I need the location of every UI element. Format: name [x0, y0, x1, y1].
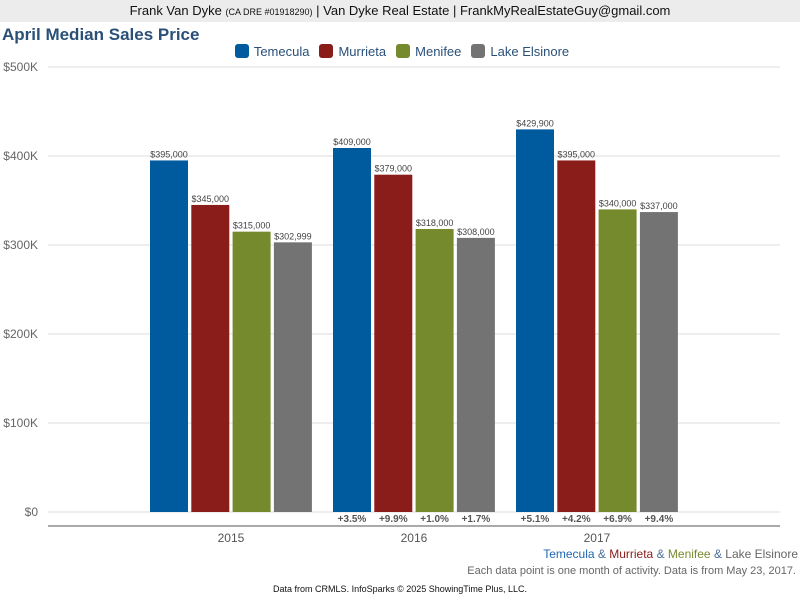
bar-murrieta-2015[interactable]: [191, 204, 230, 512]
data-label: $315,000: [233, 221, 271, 231]
bar-lake-elsinore-2016[interactable]: [456, 237, 495, 512]
legend-item-murrieta[interactable]: Murrieta: [319, 44, 386, 59]
subtitle-lake-elsinore: Lake Elsinore: [725, 547, 798, 561]
y-tick-label: $300K: [3, 238, 38, 252]
bar-temecula-2016[interactable]: [333, 147, 371, 513]
subtitle-sep: &: [594, 547, 610, 561]
y-tick-label: $0: [25, 505, 39, 519]
data-label: $429,900: [516, 118, 554, 128]
data-note: Each data point is one month of activity…: [467, 565, 796, 577]
data-label: $395,000: [150, 149, 188, 159]
company-info: | Van Dyke Real Estate | FrankMyRealEsta…: [316, 3, 671, 18]
bar-temecula-2015[interactable]: [150, 160, 188, 512]
change-label: +6.9%: [603, 514, 632, 525]
series-subtitle: Temecula & Murrieta & Menifee & Lake Els…: [543, 547, 798, 561]
header-bar: Frank Van Dyke (CA DRE #01918290) | Van …: [0, 0, 800, 22]
x-tick-label: 2016: [401, 531, 428, 545]
subtitle-menifee: Menifee: [667, 547, 711, 561]
data-label: $337,000: [640, 201, 678, 211]
change-label: +4.2%: [562, 514, 591, 525]
change-label: +9.9%: [379, 514, 408, 525]
legend-label: Menifee: [415, 44, 462, 59]
agent-name: Frank Van Dyke: [129, 3, 222, 18]
change-label: +3.5%: [338, 514, 367, 525]
bar-menifee-2015[interactable]: [232, 231, 271, 512]
legend-item-temecula[interactable]: Temecula: [234, 44, 310, 59]
license: (CA DRE #01918290): [225, 7, 313, 17]
x-tick-label: 2015: [218, 531, 245, 545]
footer: Data from CRMLS. InfoSparks © 2025 Showi…: [273, 584, 527, 594]
data-label: $379,000: [375, 164, 413, 174]
change-label: +1.0%: [420, 514, 449, 525]
bar-murrieta-2016[interactable]: [374, 174, 413, 512]
change-label: +9.4%: [645, 514, 674, 525]
data-label: $308,000: [457, 227, 495, 237]
legend-swatch: [319, 44, 334, 58]
legend-swatch: [471, 44, 486, 58]
subtitle-sep: &: [710, 547, 726, 561]
legend-swatch: [396, 44, 411, 58]
subtitle-murrieta: Murrieta: [609, 547, 654, 561]
y-tick-label: $200K: [3, 327, 38, 341]
y-tick-label: $500K: [3, 60, 38, 74]
bar-lake-elsinore-2015[interactable]: [273, 242, 312, 513]
chart-title: April Median Sales Price: [2, 25, 200, 44]
bar-lake-elsinore-2017[interactable]: [639, 212, 678, 512]
change-label: +1.7%: [462, 514, 491, 525]
y-tick-label: $100K: [3, 416, 38, 430]
x-tick-label: 2017: [584, 531, 611, 545]
data-label: $395,000: [558, 149, 596, 159]
legend-item-menifee[interactable]: Menifee: [396, 44, 461, 59]
y-tick-label: $400K: [3, 149, 38, 163]
subtitle-temecula: Temecula: [543, 547, 595, 561]
legend-item-lake-elsinore[interactable]: Lake Elsinore: [471, 44, 569, 59]
legend-label: Temecula: [253, 44, 310, 59]
data-label: $340,000: [599, 198, 637, 208]
subtitle-sep: &: [653, 547, 668, 561]
data-label: $302,999: [274, 231, 312, 241]
data-label: $318,000: [416, 218, 454, 228]
legend-label: Lake Elsinore: [490, 44, 570, 59]
data-label: $409,000: [333, 137, 371, 147]
bar-temecula-2017[interactable]: [516, 129, 554, 512]
legend: Temecula Murrieta Menifee Lake Elsinore: [0, 44, 800, 59]
bar-murrieta-2017[interactable]: [557, 160, 596, 512]
change-label: +5.1%: [521, 514, 550, 525]
legend-label: Murrieta: [338, 44, 387, 59]
bar-menifee-2017[interactable]: [598, 209, 637, 512]
data-label: $345,000: [192, 194, 230, 204]
legend-swatch: [234, 44, 249, 58]
bar-menifee-2016[interactable]: [415, 228, 454, 513]
